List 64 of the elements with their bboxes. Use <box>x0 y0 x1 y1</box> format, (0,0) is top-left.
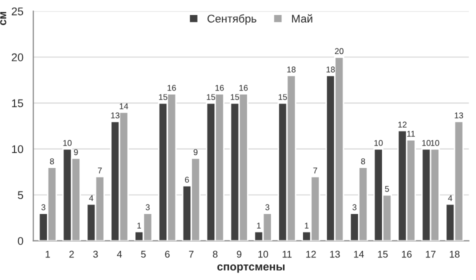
x-tick-label: 5 <box>141 250 146 258</box>
data-label: 13 <box>454 112 464 118</box>
data-label: 16 <box>239 84 248 91</box>
x-tick-label: 8 <box>212 250 218 258</box>
data-label: 3 <box>146 204 150 210</box>
x-tick-label: 16 <box>402 250 412 258</box>
data-label: 15 <box>159 94 168 100</box>
y-axis-title: см <box>0 12 6 26</box>
data-label: 7 <box>313 168 318 174</box>
x-tick-label: 6 <box>165 250 170 258</box>
data-label: 7 <box>98 168 102 174</box>
data-label: 15 <box>278 94 287 100</box>
x-tick-label: 12 <box>306 250 316 258</box>
y-tick-label: 5 <box>18 191 24 200</box>
data-label: 3 <box>41 204 46 210</box>
data-label: 18 <box>326 66 335 72</box>
data-label: 13 <box>111 112 120 118</box>
data-label: 12 <box>398 122 407 128</box>
x-tick-label: 14 <box>354 250 364 258</box>
data-label: 9 <box>194 149 198 156</box>
y-tick-label: 15 <box>12 99 24 108</box>
x-tick-label: 10 <box>258 250 268 258</box>
x-tick-label: 15 <box>378 250 388 258</box>
x-tick-label: 13 <box>330 250 340 258</box>
data-label: 5 <box>385 186 389 192</box>
y-tick-label: 20 <box>12 53 24 62</box>
x-tick-label: 11 <box>282 250 292 258</box>
data-label: 16 <box>168 84 176 91</box>
data-label: 10 <box>422 140 431 146</box>
data-label: 15 <box>206 94 216 100</box>
data-label: 9 <box>74 149 78 156</box>
data-label: 1 <box>304 222 309 228</box>
data-label: 10 <box>430 140 440 146</box>
data-label: 8 <box>361 158 366 164</box>
x-axis-title: спортсмены <box>217 264 285 273</box>
data-label: 4 <box>89 195 94 201</box>
x-tick-label: 4 <box>116 250 122 258</box>
data-label: 3 <box>265 204 270 210</box>
data-label: 18 <box>287 66 296 72</box>
y-tick-label: 0 <box>18 237 24 245</box>
data-label: 10 <box>374 140 383 146</box>
legend-label: Сентябрь <box>208 14 256 25</box>
data-label: 11 <box>407 130 415 137</box>
data-label: 1 <box>257 222 261 228</box>
x-tick-label: 9 <box>236 250 242 258</box>
data-label: 1 <box>137 222 142 228</box>
data-label: 4 <box>448 195 452 201</box>
data-label: 16 <box>216 84 224 91</box>
x-tick-label: 17 <box>426 250 436 258</box>
legend-label: Май <box>292 14 312 23</box>
data-label: 15 <box>230 94 240 100</box>
data-label: 8 <box>50 158 54 164</box>
y-tick-label: 10 <box>12 145 24 154</box>
data-label: 20 <box>334 48 344 54</box>
x-tick-label: 2 <box>69 250 74 258</box>
data-label: 14 <box>120 103 128 110</box>
data-label: 6 <box>185 176 189 183</box>
data-label: 3 <box>352 204 356 210</box>
data-label: 10 <box>63 140 72 146</box>
x-tick-label: 3 <box>93 250 98 258</box>
x-tick-label: 18 <box>450 250 460 258</box>
x-tick-label: 1 <box>46 250 50 258</box>
y-tick-label: 25 <box>12 7 24 16</box>
x-tick-label: 7 <box>189 250 194 258</box>
